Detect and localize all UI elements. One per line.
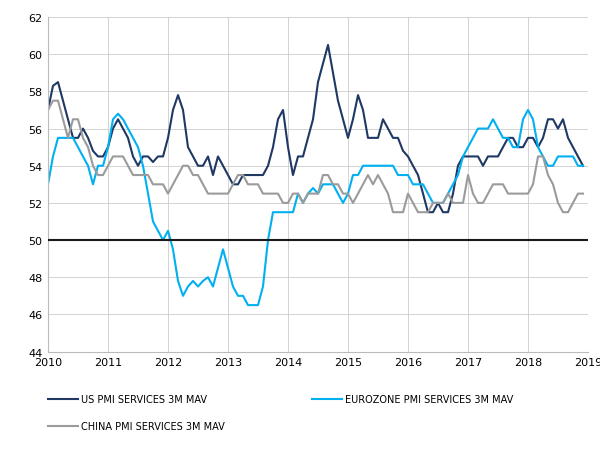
EUROZONE PMI SERVICES 3M MAV xyxy=(244,303,251,308)
Line: CHINA PMI SERVICES 3M MAV: CHINA PMI SERVICES 3M MAV xyxy=(48,101,583,213)
US PMI SERVICES 3M MAV xyxy=(514,145,521,151)
CHINA PMI SERVICES 3M MAV xyxy=(580,192,587,197)
EUROZONE PMI SERVICES 3M MAV xyxy=(520,117,527,123)
EUROZONE PMI SERVICES 3M MAV xyxy=(44,182,52,188)
CHINA PMI SERVICES 3M MAV xyxy=(389,210,397,216)
EUROZONE PMI SERVICES 3M MAV xyxy=(524,108,532,114)
US PMI SERVICES 3M MAV xyxy=(325,43,332,49)
EUROZONE PMI SERVICES 3M MAV xyxy=(475,127,482,132)
EUROZONE PMI SERVICES 3M MAV xyxy=(100,164,107,169)
CHINA PMI SERVICES 3M MAV xyxy=(524,192,532,197)
EUROZONE PMI SERVICES 3M MAV xyxy=(509,145,517,151)
EUROZONE PMI SERVICES 3M MAV xyxy=(299,201,307,206)
Text: EUROZONE PMI SERVICES 3M MAV: EUROZONE PMI SERVICES 3M MAV xyxy=(345,394,513,404)
US PMI SERVICES 3M MAV xyxy=(44,108,52,114)
CHINA PMI SERVICES 3M MAV xyxy=(44,108,52,114)
Text: CHINA PMI SERVICES 3M MAV: CHINA PMI SERVICES 3M MAV xyxy=(81,421,225,431)
US PMI SERVICES 3M MAV xyxy=(100,154,107,160)
US PMI SERVICES 3M MAV xyxy=(130,154,137,160)
EUROZONE PMI SERVICES 3M MAV xyxy=(580,164,587,169)
US PMI SERVICES 3M MAV xyxy=(580,164,587,169)
EUROZONE PMI SERVICES 3M MAV xyxy=(130,136,137,141)
US PMI SERVICES 3M MAV xyxy=(479,164,487,169)
CHINA PMI SERVICES 3M MAV xyxy=(299,201,307,206)
US PMI SERVICES 3M MAV xyxy=(524,136,532,141)
CHINA PMI SERVICES 3M MAV xyxy=(479,201,487,206)
CHINA PMI SERVICES 3M MAV xyxy=(49,99,56,104)
CHINA PMI SERVICES 3M MAV xyxy=(134,173,142,178)
US PMI SERVICES 3M MAV xyxy=(424,210,431,216)
US PMI SERVICES 3M MAV xyxy=(295,154,302,160)
Line: US PMI SERVICES 3M MAV: US PMI SERVICES 3M MAV xyxy=(48,46,583,213)
CHINA PMI SERVICES 3M MAV xyxy=(104,164,112,169)
Line: EUROZONE PMI SERVICES 3M MAV: EUROZONE PMI SERVICES 3M MAV xyxy=(48,111,583,305)
Text: US PMI SERVICES 3M MAV: US PMI SERVICES 3M MAV xyxy=(81,394,207,404)
CHINA PMI SERVICES 3M MAV xyxy=(514,192,521,197)
